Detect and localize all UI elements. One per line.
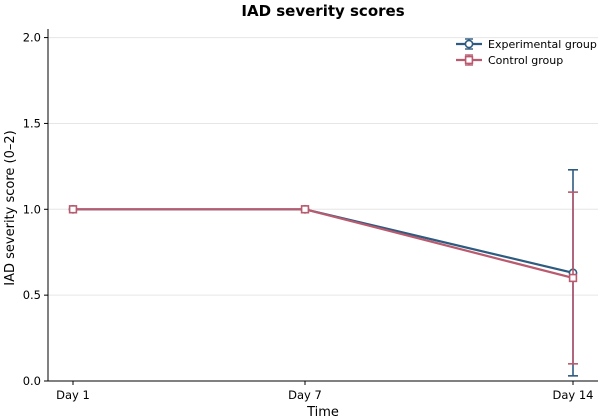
y-tick-label: 1.5 [23, 116, 41, 130]
series-line [73, 208, 574, 274]
legend-marker [464, 55, 474, 65]
legend: Experimental group Control group [456, 38, 597, 67]
y-tick-label: 2.0 [23, 31, 41, 45]
legend-label: Experimental group [488, 38, 597, 51]
series-experimental [68, 169, 578, 377]
tick-labels: 0.0 0.5 1.0 1.5 2.0 Day 1 Day 7 Day 14 [23, 31, 594, 402]
axes [44, 29, 598, 385]
legend-marker [464, 39, 474, 49]
chart-title: IAD severity scores [241, 2, 404, 20]
x-tick-label: Day 14 [553, 388, 594, 402]
series [68, 169, 578, 377]
series-control [68, 191, 578, 365]
data-point [568, 273, 578, 283]
y-tick-label: 0.0 [23, 374, 41, 388]
grid-lines [48, 37, 598, 296]
x-axis-label: Time [306, 405, 339, 420]
y-tick-label: 1.0 [23, 202, 41, 216]
x-tick-label: Day 1 [56, 388, 90, 402]
data-point [300, 205, 310, 214]
legend-label: Control group [488, 54, 563, 67]
data-point [68, 205, 78, 214]
series-line [73, 208, 574, 280]
legend-item: Experimental group [456, 38, 597, 51]
y-tick-label: 0.5 [23, 288, 41, 302]
x-tick-label: Day 7 [288, 388, 322, 402]
legend-item: Control group [456, 54, 563, 67]
y-axis-label: IAD severity score (0–2) [3, 130, 18, 285]
